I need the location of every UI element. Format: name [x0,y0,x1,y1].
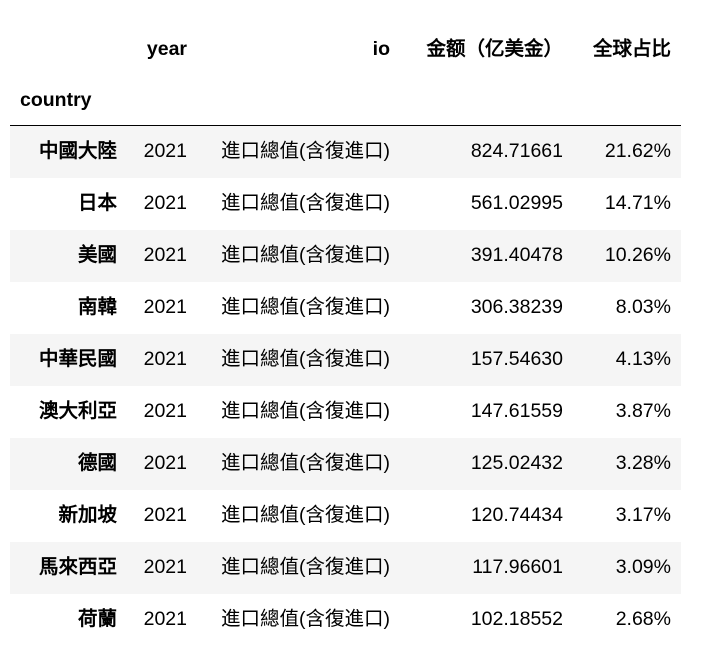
row-index-country: 中國大陸 [38,140,117,162]
cell-amount: 824.71661 [470,140,563,162]
cell-year: 2021 [143,347,187,370]
index-header-blank [10,24,127,76]
cell-amount: 561.02995 [470,191,563,214]
index-name-row: country [10,76,681,126]
cell-amount: 102.18552 [470,607,563,630]
cell-share: 4.13% [615,347,671,370]
table-row: 德國 2021 進口總值(含復進口) 125.02432 3.28% [10,437,681,490]
cell-amount: 147.61559 [470,399,563,422]
cell-year: 2021 [143,555,187,578]
cell-io: 進口總值(含復進口) [221,503,390,526]
cell-io: 進口總值(含復進口) [221,191,390,214]
cell-year: 2021 [143,503,187,526]
table-row: 美國 2021 進口總值(含復進口) 391.40478 10.26% [10,229,681,282]
cell-io: 進口總值(含復進口) [221,607,390,630]
index-row-blank [197,76,400,126]
cell-year: 2021 [143,607,187,630]
dataframe-table: year io 金额（亿美金） 全球占比 country 中國大陸 2021 進口總… [10,24,681,646]
table-row: 日本 2021 進口總值(含復進口) 561.02995 14.71% [10,178,681,230]
cell-io: 進口總值(含復進口) [221,451,390,474]
table-header: year io 金额（亿美金） 全球占比 country [10,24,681,126]
row-index-country: 美國 [77,243,117,266]
cell-share: 21.62% [604,140,671,162]
cell-io: 進口總值(含復進口) [221,555,390,578]
row-index-country: 日本 [77,191,117,214]
cell-year: 2021 [143,191,187,214]
cell-year: 2021 [143,243,187,266]
index-name-country: country [10,76,127,126]
cell-io: 進口總值(含復進口) [221,140,390,162]
row-index-country: 荷蘭 [77,607,117,630]
cell-share: 8.03% [615,295,671,318]
table-row: 荷蘭 2021 進口總值(含復進口) 102.18552 2.68% [10,594,681,646]
cell-amount: 157.54630 [470,347,563,370]
row-index-country: 新加坡 [58,503,117,526]
cell-share: 10.26% [604,243,671,266]
cell-year: 2021 [143,295,187,318]
cell-year: 2021 [143,399,187,422]
index-row-blank [127,76,197,126]
table-row: 馬來西亞 2021 進口總值(含復進口) 117.96601 3.09% [10,541,681,594]
column-header-year: year [146,38,187,61]
cell-share: 3.09% [615,555,671,578]
table-row: 澳大利亞 2021 進口總值(含復進口) 147.61559 3.87% [10,386,681,438]
cell-year: 2021 [143,451,187,474]
table-row: 南韓 2021 進口總值(含復進口) 306.38239 8.03% [10,282,681,334]
cell-io: 進口總值(含復進口) [221,295,390,318]
table-body: 中國大陸 2021 進口總值(含復進口) 824.71661 21.62% 日本 2021 進… [10,125,681,646]
cell-io: 進口總值(含復進口) [221,399,390,422]
table-row: 中華民國 2021 進口總值(含復進口) 157.54630 4.13% [10,333,681,386]
cell-amount: 391.40478 [470,243,563,266]
table-row: 新加坡 2021 進口總值(含復進口) 120.74434 3.17% [10,490,681,542]
cell-share: 3.17% [615,503,671,526]
cell-amount: 117.96601 [472,555,563,578]
cell-share: 3.28% [615,451,671,474]
cell-io: 進口總值(含復進口) [221,243,390,266]
row-index-country: 南韓 [77,295,117,318]
row-index-country: 德國 [77,451,117,474]
cell-amount: 125.02432 [470,451,563,474]
cell-io: 進口總值(含復進口) [221,347,390,370]
column-header-io: io [372,38,390,61]
cell-share: 14.71% [604,191,671,214]
column-header-amount: 金额（亿美金） [426,38,563,61]
column-header-share: 全球占比 [592,38,671,61]
index-row-blank [573,76,681,126]
cell-amount: 120.74434 [470,503,563,526]
cell-amount: 306.38239 [470,295,563,318]
row-index-country: 中華民國 [38,347,117,370]
index-row-blank [400,76,573,126]
column-header-row: year io 金额（亿美金） 全球占比 [10,24,681,76]
table-row: 中國大陸 2021 進口總值(含復進口) 824.71661 21.62% [10,125,681,178]
cell-share: 2.68% [615,607,671,630]
cell-share: 3.87% [615,399,671,422]
cell-year: 2021 [143,140,187,162]
row-index-country: 澳大利亞 [38,399,117,422]
row-index-country: 馬來西亞 [38,555,117,578]
